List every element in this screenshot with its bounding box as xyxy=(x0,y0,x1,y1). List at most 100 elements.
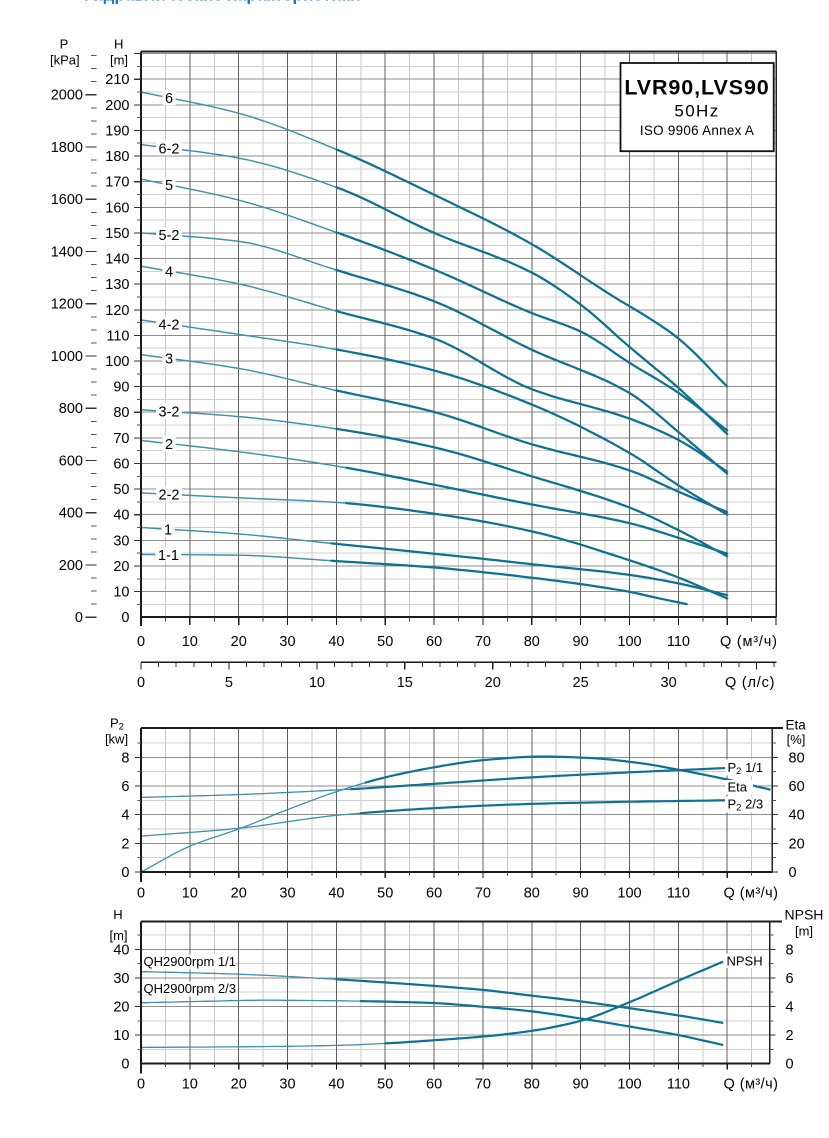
svg-text:0: 0 xyxy=(121,1057,129,1073)
svg-text:70: 70 xyxy=(475,1077,491,1093)
svg-text:8: 8 xyxy=(786,942,794,958)
svg-text:1000: 1000 xyxy=(51,349,83,365)
svg-text:40: 40 xyxy=(113,942,129,958)
svg-text:30: 30 xyxy=(279,1077,295,1093)
svg-text:0: 0 xyxy=(786,1057,794,1073)
svg-text:400: 400 xyxy=(59,506,83,522)
svg-text:4: 4 xyxy=(165,264,173,280)
svg-text:100: 100 xyxy=(617,634,641,650)
svg-text:4: 4 xyxy=(786,1000,794,1016)
svg-text:180: 180 xyxy=(105,149,129,165)
svg-text:10: 10 xyxy=(113,1028,129,1044)
svg-text:50: 50 xyxy=(377,634,393,650)
svg-text:140: 140 xyxy=(105,252,129,268)
svg-text:30: 30 xyxy=(661,675,677,691)
svg-text:80: 80 xyxy=(789,750,805,766)
svg-text:0: 0 xyxy=(137,634,145,650)
svg-text:Q (м³/ч): Q (м³/ч) xyxy=(720,634,778,650)
svg-text:P2 2/3: P2 2/3 xyxy=(728,797,764,814)
svg-text:90: 90 xyxy=(573,1077,589,1093)
svg-text:Q (л/с): Q (л/с) xyxy=(725,675,775,691)
svg-text:60: 60 xyxy=(426,886,442,902)
svg-text:800: 800 xyxy=(59,401,83,417)
svg-text:0: 0 xyxy=(137,675,145,691)
svg-text:110: 110 xyxy=(667,634,690,650)
svg-text:100: 100 xyxy=(105,354,129,370)
svg-text:QH2900rpm 2/3: QH2900rpm 2/3 xyxy=(144,981,237,996)
svg-text:QH2900rpm 1/1: QH2900rpm 1/1 xyxy=(144,954,237,969)
svg-text:[m]: [m] xyxy=(110,53,128,68)
svg-text:20: 20 xyxy=(231,1077,247,1093)
svg-text:110: 110 xyxy=(667,886,690,902)
svg-text:100: 100 xyxy=(617,1077,641,1093)
svg-text:20: 20 xyxy=(113,1000,129,1016)
svg-text:190: 190 xyxy=(105,123,129,139)
svg-text:6: 6 xyxy=(121,779,129,795)
svg-text:Q (м³/ч): Q (м³/ч) xyxy=(724,886,779,902)
svg-text:40: 40 xyxy=(789,808,805,824)
svg-text:Гидравлические характеристики: Гидравлические характеристики xyxy=(84,0,361,5)
svg-text:20: 20 xyxy=(789,836,805,852)
svg-text:5: 5 xyxy=(225,675,233,691)
svg-text:0: 0 xyxy=(137,886,145,902)
svg-text:30: 30 xyxy=(113,533,129,549)
svg-text:30: 30 xyxy=(279,886,295,902)
svg-text:60: 60 xyxy=(789,779,805,795)
svg-text:80: 80 xyxy=(524,634,540,650)
svg-text:3: 3 xyxy=(165,352,173,368)
svg-text:200: 200 xyxy=(59,558,83,574)
svg-text:[m]: [m] xyxy=(109,928,127,943)
svg-text:6-2: 6-2 xyxy=(159,141,180,157)
svg-text:2: 2 xyxy=(786,1028,794,1044)
svg-text:0: 0 xyxy=(789,865,797,881)
svg-text:H: H xyxy=(114,37,123,52)
svg-text:120: 120 xyxy=(105,303,129,319)
svg-text:90: 90 xyxy=(573,886,589,902)
svg-text:ISO 9906 Annex A: ISO 9906 Annex A xyxy=(640,123,754,138)
svg-text:70: 70 xyxy=(113,431,129,447)
svg-text:6: 6 xyxy=(786,971,794,987)
svg-text:P: P xyxy=(60,37,69,52)
svg-text:50: 50 xyxy=(377,886,393,902)
svg-text:1400: 1400 xyxy=(51,244,83,260)
svg-text:1600: 1600 xyxy=(51,192,83,208)
svg-text:[kw]: [kw] xyxy=(105,732,128,747)
svg-text:2-2: 2-2 xyxy=(159,488,180,504)
svg-text:90: 90 xyxy=(573,634,589,650)
svg-text:30: 30 xyxy=(113,971,129,987)
svg-text:150: 150 xyxy=(105,226,129,242)
svg-text:50: 50 xyxy=(377,1077,393,1093)
svg-text:6: 6 xyxy=(165,91,173,107)
svg-text:3-2: 3-2 xyxy=(159,405,180,421)
svg-text:0: 0 xyxy=(121,610,129,626)
svg-text:15: 15 xyxy=(397,675,413,691)
svg-text:20: 20 xyxy=(113,559,129,575)
svg-text:600: 600 xyxy=(59,453,83,469)
svg-text:5-2: 5-2 xyxy=(159,228,180,244)
svg-text:40: 40 xyxy=(328,886,344,902)
svg-text:60: 60 xyxy=(426,634,442,650)
svg-text:60: 60 xyxy=(426,1077,442,1093)
svg-text:200: 200 xyxy=(105,98,129,114)
svg-text:Eta: Eta xyxy=(728,780,748,795)
svg-text:P2 1/1: P2 1/1 xyxy=(728,760,764,777)
svg-text:130: 130 xyxy=(105,277,129,293)
svg-text:NPSH: NPSH xyxy=(727,954,763,969)
svg-text:2: 2 xyxy=(121,836,129,852)
svg-text:1: 1 xyxy=(164,522,172,538)
svg-text:80: 80 xyxy=(524,886,540,902)
svg-text:8: 8 xyxy=(121,750,129,766)
svg-text:Q (м³/ч): Q (м³/ч) xyxy=(724,1077,779,1093)
svg-text:10: 10 xyxy=(182,1077,198,1093)
svg-text:10: 10 xyxy=(309,675,325,691)
svg-text:1-1: 1-1 xyxy=(158,548,179,564)
svg-text:80: 80 xyxy=(113,405,129,421)
svg-text:210: 210 xyxy=(105,72,129,88)
svg-text:10: 10 xyxy=(113,585,129,601)
svg-text:70: 70 xyxy=(475,634,491,650)
svg-text:110: 110 xyxy=(667,1077,690,1093)
svg-text:4: 4 xyxy=(121,808,129,824)
svg-text:10: 10 xyxy=(182,634,198,650)
svg-text:[m]: [m] xyxy=(795,924,813,939)
svg-text:Eta: Eta xyxy=(786,718,807,733)
